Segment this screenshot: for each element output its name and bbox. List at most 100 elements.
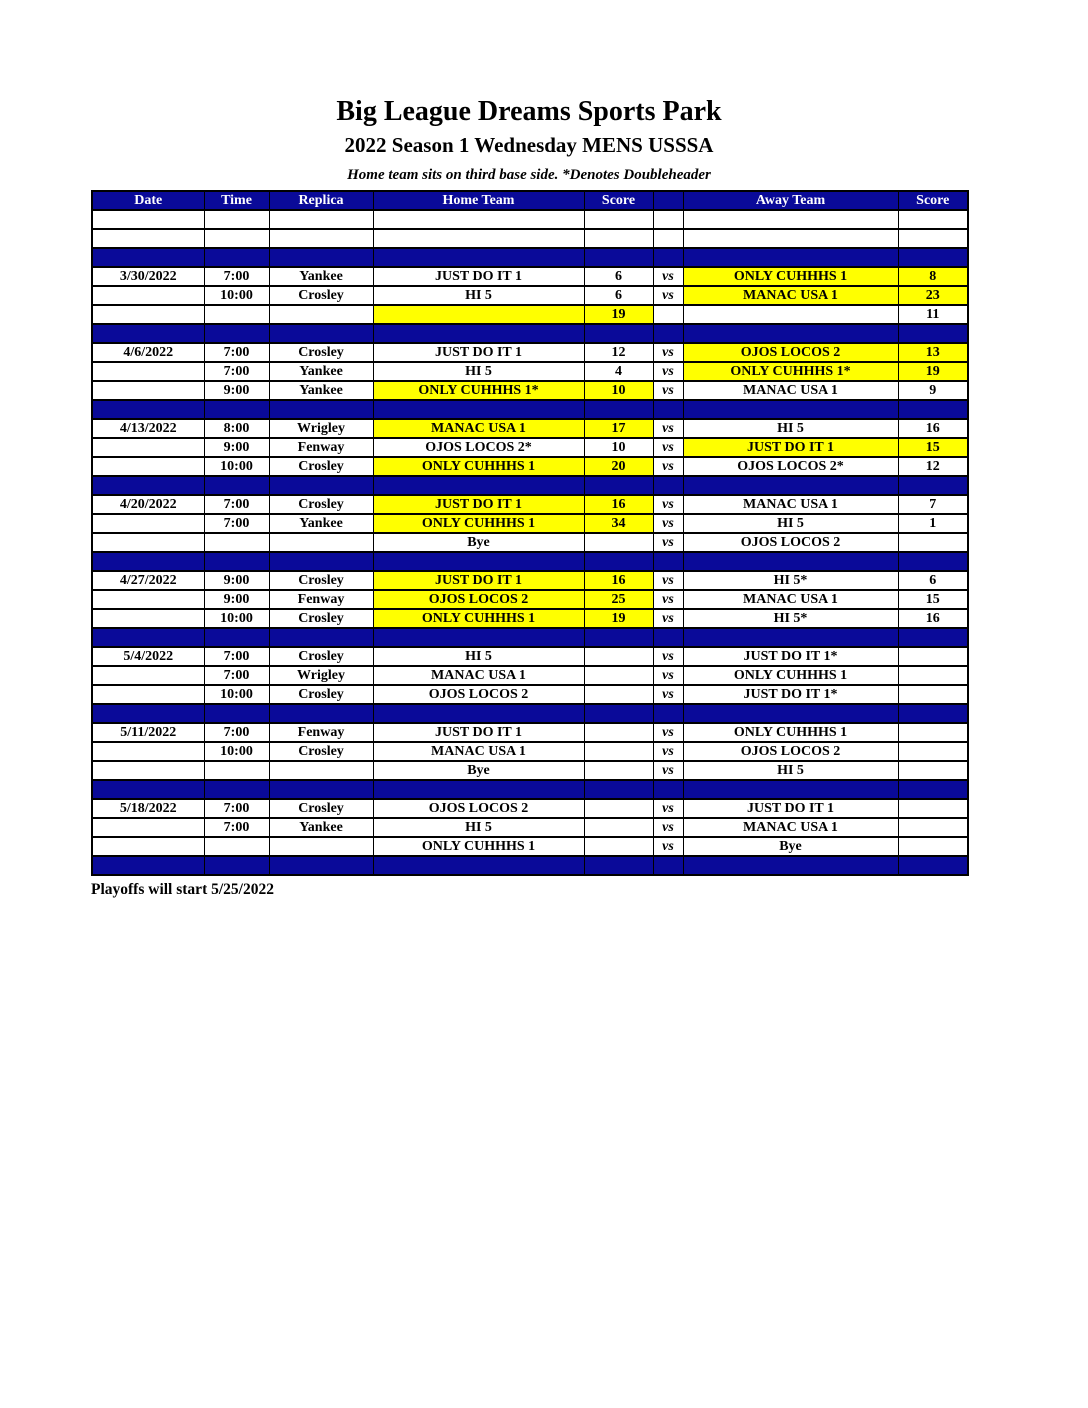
date-cell: 4/6/2022 <box>91 342 205 364</box>
separator-cell <box>682 855 899 877</box>
replica-cell <box>268 760 374 782</box>
date-separator-row <box>91 627 969 649</box>
home-score-cell: 16 <box>583 494 654 516</box>
game-row: Bye vs OJOS LOCOS 2 <box>91 532 969 554</box>
home-score-cell: 17 <box>583 418 654 440</box>
away-score-cell: 23 <box>897 285 969 307</box>
separator-cell <box>682 627 899 649</box>
separator-cell <box>897 399 969 421</box>
separator-cell <box>897 627 969 649</box>
date-cell: 4/13/2022 <box>91 418 205 440</box>
col-header-home-team: Home Team <box>372 190 585 212</box>
time-cell <box>203 532 270 554</box>
time-cell: 7:00 <box>203 817 270 839</box>
away-score-cell: 16 <box>897 418 969 440</box>
footer-note: Playoffs will start 5/25/2022 <box>91 881 274 899</box>
home-team-cell: JUST DO IT 1 <box>372 266 585 288</box>
date-cell: 4/20/2022 <box>91 494 205 516</box>
separator-cell <box>652 855 684 877</box>
time-cell: 9:00 <box>203 380 270 402</box>
home-team-cell: ONLY CUHHHS 1* <box>372 380 585 402</box>
vs-cell: vs <box>652 741 684 763</box>
separator-cell <box>682 703 899 725</box>
game-row: 5/18/2022 7:00 Crosley OJOS LOCOS 2 vs JUST D… <box>91 798 969 820</box>
date-cell <box>91 608 205 630</box>
empty-cell <box>268 209 374 231</box>
replica-cell: Crosley <box>268 741 374 763</box>
away-team-cell: OJOS LOCOS 2 <box>682 342 899 364</box>
away-score-cell: 7 <box>897 494 969 516</box>
vs-cell: vs <box>652 665 684 687</box>
replica-cell: Yankee <box>268 266 374 288</box>
vs-cell <box>652 304 684 326</box>
away-score-cell: 8 <box>897 266 969 288</box>
time-cell: 8:00 <box>203 418 270 440</box>
home-team-cell: OJOS LOCOS 2 <box>372 684 585 706</box>
date-separator-row <box>91 247 969 269</box>
replica-cell: Yankee <box>268 361 374 383</box>
home-team-cell: MANAC USA 1 <box>372 418 585 440</box>
home-score-cell: 12 <box>583 342 654 364</box>
date-cell: 3/30/2022 <box>91 266 205 288</box>
replica-cell: Crosley <box>268 494 374 516</box>
away-score-cell <box>897 760 969 782</box>
home-team-cell: OJOS LOCOS 2* <box>372 437 585 459</box>
away-team-cell: OJOS LOCOS 2 <box>682 741 899 763</box>
empty-cell <box>91 228 205 250</box>
game-row: 3/30/2022 7:00 Yankee JUST DO IT 1 6 vs ONLY C… <box>91 266 969 288</box>
replica-cell: Crosley <box>268 456 374 478</box>
date-cell <box>91 456 205 478</box>
separator-cell <box>652 779 684 801</box>
separator-cell <box>372 247 585 269</box>
away-team-cell: ONLY CUHHHS 1 <box>682 266 899 288</box>
empty-cell <box>652 228 684 250</box>
home-score-cell: 34 <box>583 513 654 535</box>
date-cell <box>91 684 205 706</box>
away-score-cell: 9 <box>897 380 969 402</box>
date-cell <box>91 817 205 839</box>
home-team-cell: Bye <box>372 532 585 554</box>
away-team-cell: HI 5* <box>682 570 899 592</box>
home-team-cell: JUST DO IT 1 <box>372 494 585 516</box>
home-team-cell: MANAC USA 1 <box>372 665 585 687</box>
header-note: Home team sits on third base side. *Deno… <box>347 167 711 184</box>
replica-cell: Crosley <box>268 608 374 630</box>
home-score-cell: 25 <box>583 589 654 611</box>
away-score-cell <box>897 836 969 858</box>
page-title: Big League Dreams Sports Park <box>336 96 722 127</box>
column-header-row: Date Time Replica Home Team Score Away Team Sc… <box>91 190 969 212</box>
vs-cell: vs <box>652 570 684 592</box>
separator-cell <box>372 399 585 421</box>
home-score-cell <box>583 836 654 858</box>
away-score-cell <box>897 798 969 820</box>
separator-cell <box>682 475 899 497</box>
date-cell <box>91 836 205 858</box>
empty-cell <box>583 228 654 250</box>
separator-cell <box>583 551 654 573</box>
away-score-cell <box>897 817 969 839</box>
vs-cell: vs <box>652 513 684 535</box>
empty-row <box>91 209 969 231</box>
time-cell: 9:00 <box>203 437 270 459</box>
separator-cell <box>583 399 654 421</box>
home-score-cell: 19 <box>583 608 654 630</box>
home-team-cell: ONLY CUHHHS 1 <box>372 836 585 858</box>
separator-cell <box>897 855 969 877</box>
col-header-vs <box>652 190 684 212</box>
game-row: 19 11 <box>91 304 969 326</box>
time-cell <box>203 760 270 782</box>
replica-cell <box>268 532 374 554</box>
game-row: 7:00 Yankee HI 5 vs MANAC USA 1 <box>91 817 969 839</box>
separator-cell <box>583 855 654 877</box>
separator-cell <box>268 475 374 497</box>
game-row: Bye vs HI 5 <box>91 760 969 782</box>
away-team-cell: ONLY CUHHHS 1 <box>682 665 899 687</box>
away-score-cell: 1 <box>897 513 969 535</box>
col-header-time: Time <box>203 190 270 212</box>
vs-cell: vs <box>652 266 684 288</box>
replica-cell: Crosley <box>268 342 374 364</box>
away-score-cell <box>897 741 969 763</box>
time-cell: 7:00 <box>203 342 270 364</box>
home-score-cell: 6 <box>583 266 654 288</box>
